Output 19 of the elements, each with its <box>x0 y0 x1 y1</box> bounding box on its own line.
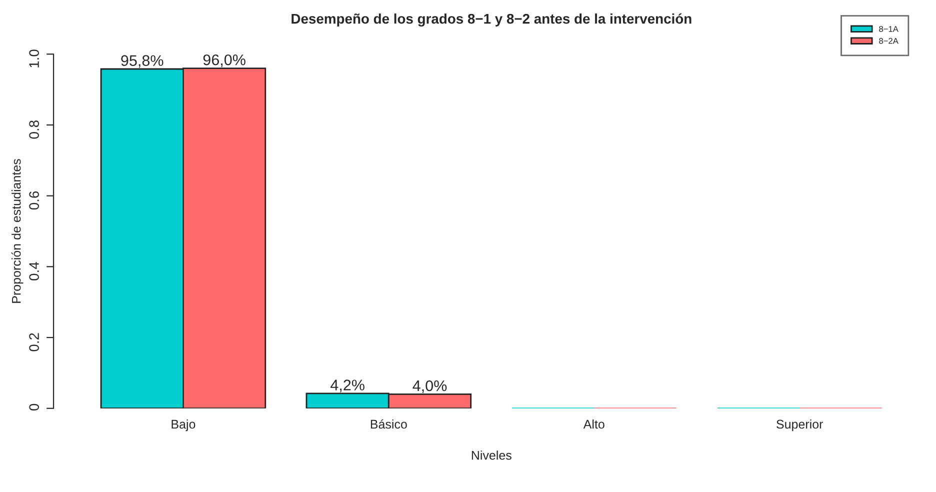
y-tick-label: 0 <box>29 404 39 411</box>
data-label: 95,8% <box>121 55 164 68</box>
y-tick-label: 0.6 <box>29 191 39 210</box>
legend-label: 8−1A <box>879 26 898 32</box>
y-axis-title: Proporción de estudiantes <box>11 159 24 303</box>
data-label: 4,2% <box>330 380 364 392</box>
x-tick-label: Bajo <box>172 419 196 432</box>
x-tick-label: Superior <box>776 419 824 432</box>
chart-title: Desempeño de los grados 8−1 y 8−2 antes de la intervención <box>292 13 692 27</box>
y-tick-label: 0.8 <box>29 120 39 139</box>
x-tick-label: Básico <box>370 419 407 429</box>
legend-label: 8−2A <box>879 38 898 44</box>
x-tick-label: Alto <box>583 419 604 429</box>
data-label: 4,0% <box>412 380 447 393</box>
x-axis-title: Niveles <box>472 450 512 460</box>
y-tick-label: 0.4 <box>29 262 39 280</box>
data-label: 96,0% <box>203 54 246 68</box>
y-tick-label: 0.2 <box>29 333 39 352</box>
y-tick-label: 1.0 <box>29 50 39 68</box>
